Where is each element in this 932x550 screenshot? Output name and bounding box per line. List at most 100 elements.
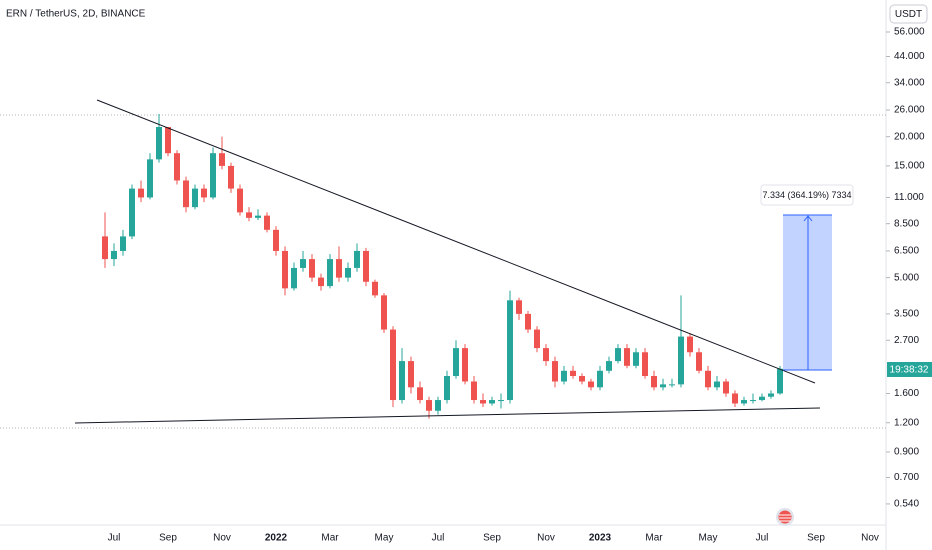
candle-body: [561, 370, 567, 382]
candle-body: [552, 361, 558, 382]
candle-body: [543, 348, 549, 362]
currency-box[interactable]: [889, 4, 928, 24]
candle-body: [570, 370, 576, 377]
x-tick-label: Sep: [159, 533, 177, 544]
x-tick-label: Jul: [756, 533, 769, 544]
candle-body: [705, 370, 711, 388]
candle-body: [192, 188, 198, 208]
candle-body: [291, 267, 297, 289]
y-tick-label: 0.540: [894, 499, 919, 510]
candle-body: [102, 236, 108, 260]
y-tick-label: 1.600: [894, 388, 919, 399]
x-tick-label: Nov: [861, 533, 879, 544]
candle-body: [147, 159, 153, 198]
y-tick-label: 1.200: [894, 417, 919, 428]
candle-body: [381, 295, 387, 330]
y-tick-label: 26.000: [894, 105, 925, 116]
y-tick-label: 44.000: [894, 51, 925, 62]
candle-body: [336, 259, 342, 278]
candle-body: [435, 400, 441, 411]
candle-body: [489, 400, 495, 404]
candle-body: [687, 336, 693, 353]
measure-label-box: [760, 184, 854, 206]
x-tick-label: Jul: [108, 533, 121, 544]
x-tick-label: 2022: [265, 533, 288, 544]
candle-body: [219, 153, 225, 166]
candle-body: [363, 250, 369, 282]
candle-body: [462, 348, 468, 382]
candle-body: [426, 400, 432, 411]
candle-body: [327, 259, 333, 287]
x-tick-label: 2023: [589, 533, 612, 544]
candle-body: [264, 215, 270, 230]
candle-body: [444, 376, 450, 401]
x-tick-label: May: [375, 533, 394, 544]
candle-body: [777, 368, 783, 394]
candle-body: [615, 348, 621, 362]
candle-body: [606, 361, 612, 371]
candle-body: [516, 300, 522, 314]
candle-body: [165, 126, 171, 154]
countdown: 19:38:32: [890, 365, 929, 376]
candle-body: [390, 329, 396, 401]
candle-body: [723, 381, 729, 394]
candle-body: [228, 165, 234, 189]
flag-icon[interactable]: [778, 510, 792, 524]
candle-body: [156, 126, 162, 160]
candle-body: [183, 180, 189, 208]
candle-body: [318, 277, 324, 287]
y-tick-label: 5.000: [894, 272, 919, 283]
candle-body: [597, 370, 603, 388]
candle-body: [669, 384, 675, 386]
candle-body: [525, 313, 531, 330]
y-tick-label: 11.000: [894, 192, 924, 203]
trend-line: [96, 99, 816, 384]
candle-body: [354, 250, 360, 268]
y-tick-label: 0.900: [894, 447, 919, 458]
candles: [102, 113, 783, 419]
measure-arrowhead: [803, 215, 813, 222]
y-tick-label: 6.500: [894, 246, 919, 257]
y-tick-label: 15.000: [894, 161, 925, 172]
candle-body: [759, 396, 765, 401]
x-tick-label: Mar: [645, 533, 663, 544]
chart-title: ERN / TetherUS, 2D, BINANCE: [6, 9, 146, 20]
candle-body: [741, 400, 747, 404]
trend-line: [74, 407, 821, 424]
candle-body: [750, 400, 756, 402]
x-tick-label: Sep: [483, 533, 501, 544]
y-tick-label: 2.700: [894, 335, 919, 346]
y-tick-label: 8.500: [894, 218, 919, 229]
candle-body: [345, 267, 351, 278]
y-tick-label: 34.000: [894, 77, 925, 88]
candle-body: [534, 329, 540, 349]
candle-body: [255, 215, 261, 218]
candle-body: [399, 361, 405, 401]
candle-body: [651, 376, 657, 388]
candle-body: [237, 188, 243, 213]
y-tick-label: 20.000: [894, 131, 925, 142]
y-tick-label: 0.700: [894, 472, 919, 483]
y-tick-label: 56.000: [894, 27, 925, 38]
candle-body: [210, 153, 216, 198]
candle-body: [588, 381, 594, 388]
flag-stripes: [779, 514, 791, 522]
candle-body: [129, 188, 135, 237]
countdown-box: [887, 362, 932, 377]
candle-body: [732, 393, 738, 404]
candle-body: [642, 352, 648, 377]
candle-body: [471, 381, 477, 401]
candle-body: [633, 352, 639, 366]
candle-body: [714, 381, 720, 388]
candle-body: [660, 384, 666, 388]
x-tick-label: May: [699, 533, 718, 544]
currency-label[interactable]: USDT: [895, 9, 922, 20]
candle-body: [480, 400, 486, 404]
x-tick-label: Nov: [537, 533, 555, 544]
candle-body: [120, 236, 126, 251]
candle-body: [678, 336, 684, 385]
candle-body: [309, 259, 315, 278]
candle-body: [579, 376, 585, 382]
candle-body: [111, 250, 117, 260]
